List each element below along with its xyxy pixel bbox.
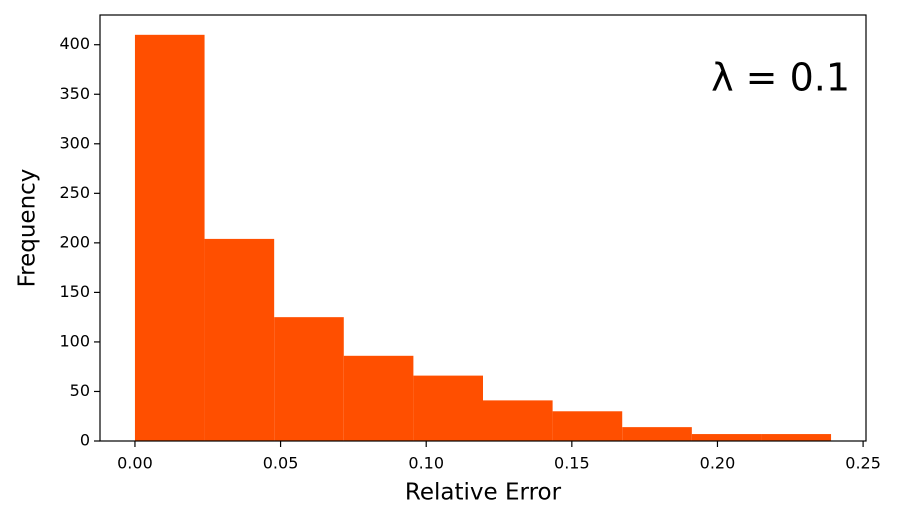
y-tick-label: 400: [59, 34, 90, 53]
x-tick-label: 0.20: [700, 454, 736, 473]
x-tick-label: 0.05: [263, 454, 299, 473]
bar: [622, 427, 692, 441]
bar: [134, 34, 205, 441]
x-tick-label: 0.15: [554, 454, 590, 473]
y-tick-label: 100: [59, 331, 90, 350]
plot-frame: [99, 14, 867, 442]
x-axis-label: Relative Error: [405, 480, 562, 506]
bar: [274, 317, 344, 441]
y-tick-label: 0: [80, 431, 90, 450]
bar: [552, 411, 623, 441]
annotation: λ = 0.1: [711, 56, 850, 100]
y-tick-label: 200: [59, 232, 90, 251]
y-tick-label: 50: [70, 381, 90, 400]
bar: [761, 434, 832, 441]
bar: [343, 355, 414, 441]
x-tick-label: 0.10: [408, 454, 444, 473]
y-tick-label: 150: [59, 282, 90, 301]
y-tick-label: 300: [59, 133, 90, 152]
x-tick-label: 0.00: [117, 454, 153, 473]
x-tick-label: 0.25: [845, 454, 881, 473]
y-tick-label: 350: [59, 84, 90, 103]
y-tick-label: 250: [59, 183, 90, 202]
bar: [204, 238, 275, 441]
bar: [413, 375, 483, 441]
bar: [483, 400, 553, 441]
bar: [691, 434, 762, 441]
y-axis-label: Frequency: [15, 169, 41, 288]
